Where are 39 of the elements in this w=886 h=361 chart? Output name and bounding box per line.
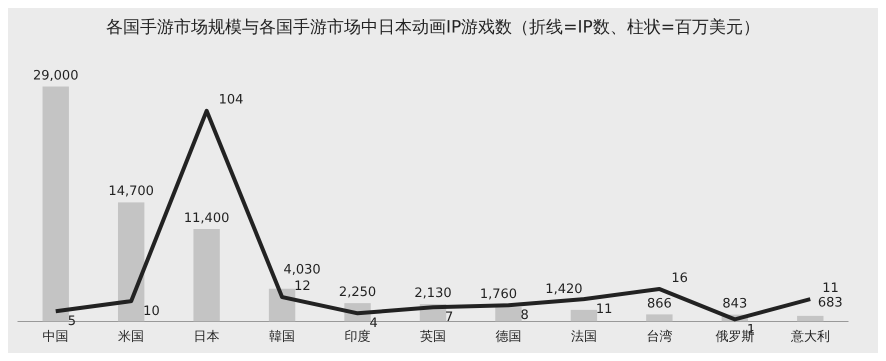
x-tick-label: 台湾 — [646, 328, 672, 345]
bar — [118, 202, 144, 322]
data-label: 4 — [370, 316, 378, 332]
x-tick-label: 意大利 — [790, 330, 830, 345]
data-label: 11 — [596, 302, 612, 317]
data-label: 4,030 — [283, 262, 321, 278]
x-tick-label: 印度 — [344, 328, 371, 345]
data-label: 2,130 — [414, 286, 452, 302]
x-tick-label: 韓国 — [269, 330, 296, 345]
x-tick-label: 中国 — [42, 330, 69, 345]
bar — [193, 229, 220, 322]
data-label: 11,400 — [184, 210, 230, 226]
data-label: 866 — [646, 296, 672, 312]
x-tick-label: 米国 — [118, 330, 144, 345]
data-label: 7 — [445, 310, 454, 326]
bar — [42, 86, 69, 322]
data-label: 8 — [520, 308, 529, 324]
x-tick-label: 法国 — [570, 330, 597, 345]
data-label: 2,250 — [338, 285, 376, 300]
data-label: 29,000 — [32, 68, 78, 84]
bar — [495, 307, 522, 322]
chart-title: 各国手游市场规模与各国手游市场中日本动画IP游戏数（折线=IP数、柱状=百万美元） — [106, 18, 760, 38]
x-tick-label: 英国 — [420, 330, 446, 345]
data-label: 843 — [722, 296, 748, 312]
x-tick-label: 德国 — [495, 330, 522, 345]
data-label: 14,700 — [108, 184, 154, 200]
data-label: 5 — [68, 314, 76, 330]
bar — [646, 314, 673, 322]
data-label: 683 — [818, 296, 843, 311]
data-label: 12 — [294, 278, 311, 294]
data-label: 16 — [671, 270, 688, 286]
x-tick-label: 日本 — [194, 330, 220, 345]
data-label: 10 — [143, 304, 160, 320]
data-label: 104 — [218, 92, 244, 108]
data-label: 11 — [822, 281, 839, 296]
data-label: 1,420 — [545, 282, 583, 297]
bar — [570, 310, 598, 322]
data-label: 1,760 — [480, 287, 518, 302]
bar — [797, 316, 824, 322]
